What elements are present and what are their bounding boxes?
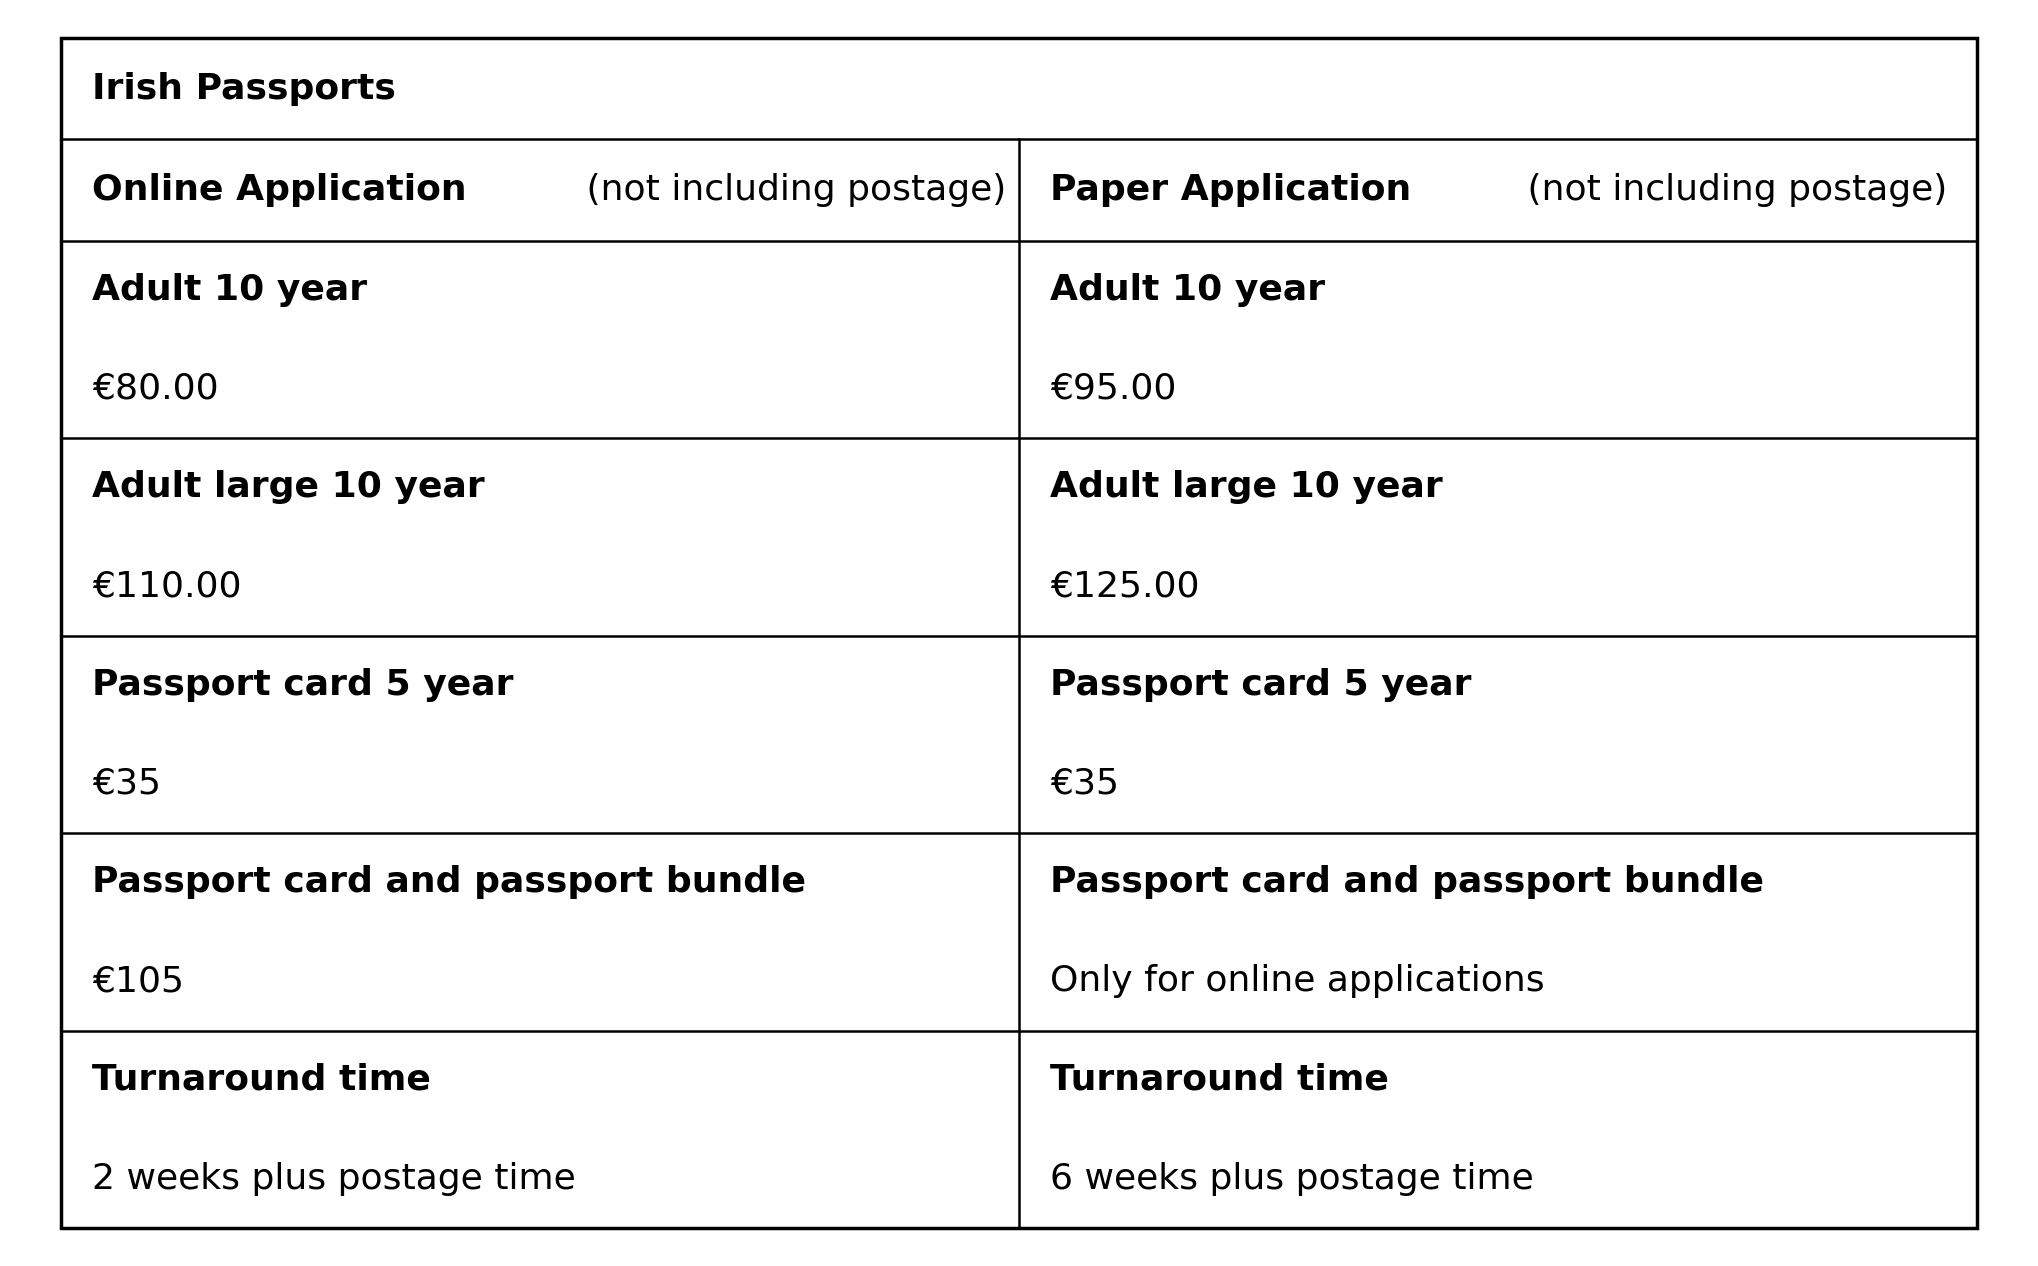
Text: 2 weeks plus postage time: 2 weeks plus postage time [92, 1162, 575, 1195]
Text: (not including postage): (not including postage) [1516, 173, 1946, 206]
Text: €80.00: €80.00 [92, 372, 218, 405]
Text: Passport card and passport bundle: Passport card and passport bundle [1050, 866, 1763, 899]
Text: Online Application: Online Application [92, 173, 467, 206]
Text: Adult 10 year: Adult 10 year [92, 273, 367, 306]
Text: (not including postage): (not including postage) [575, 173, 1007, 206]
Text: €125.00: €125.00 [1050, 570, 1198, 603]
Text: Passport card and passport bundle: Passport card and passport bundle [92, 866, 805, 899]
Text: €35: €35 [1050, 767, 1119, 800]
Text: €95.00: €95.00 [1050, 372, 1176, 405]
Text: €35: €35 [92, 767, 161, 800]
Text: Turnaround time: Turnaround time [1050, 1063, 1388, 1096]
Text: Paper Application: Paper Application [1050, 173, 1410, 206]
Text: Irish Passports: Irish Passports [92, 72, 395, 105]
Text: €110.00: €110.00 [92, 570, 240, 603]
Text: Passport card 5 year: Passport card 5 year [92, 668, 514, 701]
Text: Adult large 10 year: Adult large 10 year [92, 471, 485, 504]
Text: €105: €105 [92, 965, 183, 998]
Text: Turnaround time: Turnaround time [92, 1063, 430, 1096]
Text: Only for online applications: Only for online applications [1050, 965, 1545, 998]
Text: 6 weeks plus postage time: 6 weeks plus postage time [1050, 1162, 1533, 1195]
Text: Adult large 10 year: Adult large 10 year [1050, 471, 1443, 504]
Text: Adult 10 year: Adult 10 year [1050, 273, 1325, 306]
Text: Passport card 5 year: Passport card 5 year [1050, 668, 1471, 701]
